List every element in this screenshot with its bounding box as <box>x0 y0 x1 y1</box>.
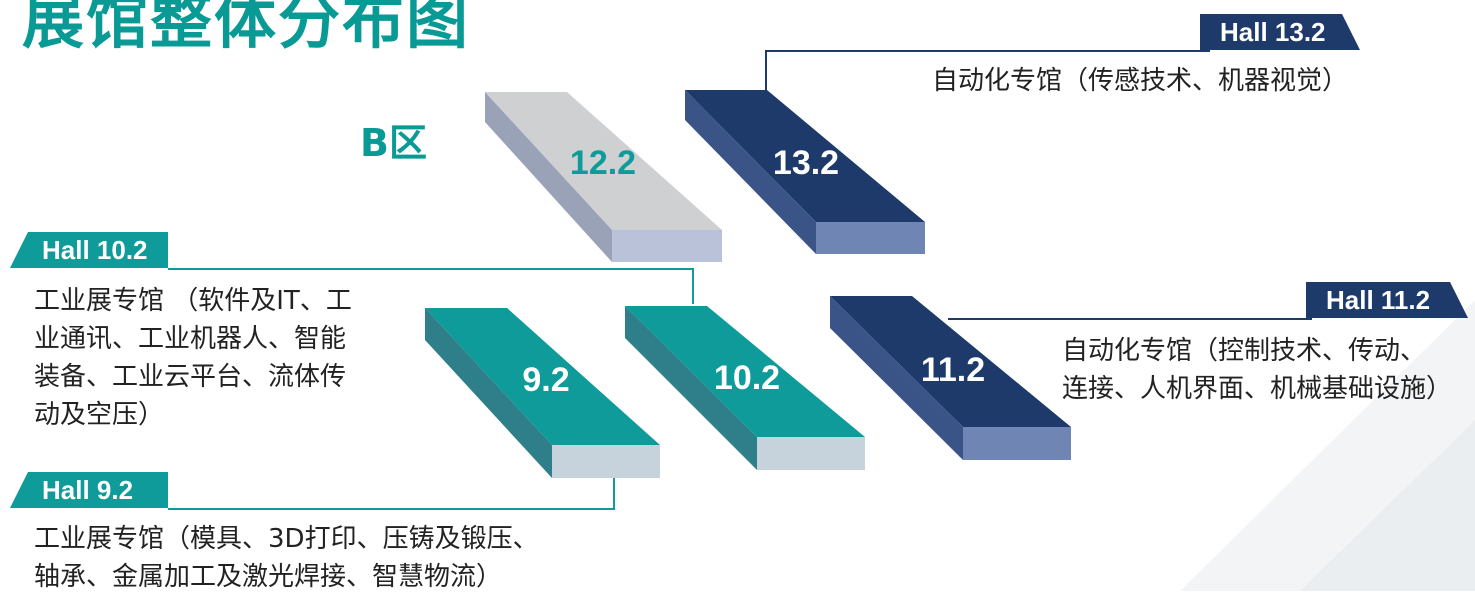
hall-tag-13-2: Hall 13.2 <box>1200 14 1360 50</box>
hall-description-10-2: 工业展专馆 （软件及IT、工 业通讯、工业机器人、智能 装备、工业云平台、流体传… <box>34 282 352 434</box>
connector-13-2 <box>765 50 1210 90</box>
hall-block-9-2: 9.2 <box>425 308 660 478</box>
hall-description-9-2-line: 工业展专馆（模具、3D打印、压铸及锻压、 <box>34 524 539 554</box>
hall-block-label-11-2: 11.2 <box>921 351 985 389</box>
hall-description-13-2: 自动化专馆（传感技术、机器视觉） <box>932 66 1349 96</box>
hall-description-10-2-line: 工业展专馆 （软件及IT、工 <box>34 286 352 316</box>
hall-block-12-2: 12.2 <box>485 92 722 262</box>
hall-tag-11-2: Hall 11.2 <box>1306 282 1468 318</box>
zone-label: B区 <box>360 121 427 165</box>
hall-block-label-13-2: 13.2 <box>773 144 839 182</box>
hall-block-13-2: 13.2 <box>685 90 925 254</box>
hall-description-10-2-line: 动及空压） <box>34 400 165 430</box>
hall-block-11-2: 11.2 <box>830 296 1071 460</box>
connector-9-2 <box>168 474 615 510</box>
hall-description-11-2-line: 连接、人机界面、机械基础设施） <box>1062 374 1453 404</box>
hall-description-10-2-line: 装备、工业云平台、流体传 <box>34 362 347 392</box>
connector-10-2 <box>168 268 694 304</box>
hall-tag-9-2: Hall 9.2 <box>10 472 168 508</box>
hall-block-10-2: 10.2 <box>625 306 865 470</box>
hall-tag-10-2: Hall 10.2 <box>10 232 168 268</box>
page-title: 展馆整体分布图 <box>22 0 471 57</box>
hall-description-11-2-line: 自动化专馆（控制技术、传动、 <box>1062 336 1427 366</box>
hall-description-9-2-line: 轴承、金属加工及激光焊接、智慧物流） <box>34 562 503 592</box>
hall-block-label-10-2: 10.2 <box>714 359 780 397</box>
hall-description-11-2: 自动化专馆（控制技术、传动、 连接、人机界面、机械基础设施） <box>1062 332 1452 408</box>
hall-description-9-2: 工业展专馆（模具、3D打印、压铸及锻压、 轴承、金属加工及激光焊接、智慧物流） <box>34 520 539 596</box>
hall-block-label-12-2: 12.2 <box>570 144 636 182</box>
hall-block-label-9-2: 9.2 <box>522 361 569 399</box>
hall-description-10-2-line: 业通讯、工业机器人、智能 <box>34 324 347 354</box>
